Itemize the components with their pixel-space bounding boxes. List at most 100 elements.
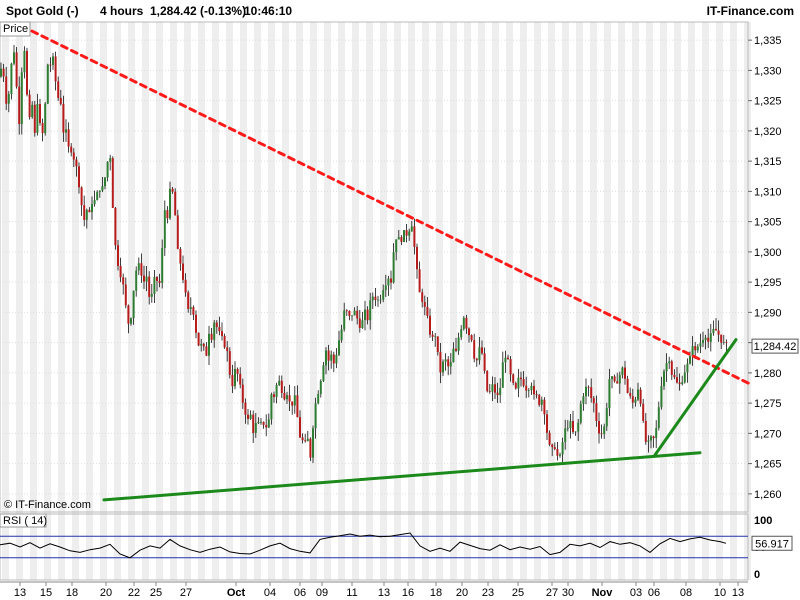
candle[interactable] bbox=[525, 376, 528, 398]
candle[interactable] bbox=[379, 294, 382, 304]
candle[interactable] bbox=[36, 93, 39, 136]
candle[interactable] bbox=[109, 154, 112, 171]
candle[interactable] bbox=[608, 368, 611, 417]
candle[interactable] bbox=[135, 266, 138, 297]
candle[interactable] bbox=[681, 375, 684, 386]
candle[interactable] bbox=[423, 295, 426, 316]
candle[interactable] bbox=[270, 392, 273, 425]
candle[interactable] bbox=[351, 315, 353, 321]
resistance-trendline[interactable] bbox=[30, 29, 754, 387]
candle[interactable] bbox=[475, 357, 478, 367]
candle[interactable] bbox=[366, 306, 369, 325]
candle[interactable] bbox=[7, 90, 10, 113]
candle[interactable] bbox=[65, 119, 67, 142]
candle[interactable] bbox=[83, 195, 86, 227]
candle[interactable] bbox=[241, 378, 244, 409]
candle[interactable] bbox=[400, 235, 403, 246]
candle[interactable] bbox=[452, 342, 455, 363]
candle[interactable] bbox=[587, 385, 590, 397]
candle[interactable] bbox=[309, 437, 312, 462]
candle[interactable] bbox=[153, 270, 156, 303]
candle[interactable] bbox=[626, 375, 629, 394]
candle[interactable] bbox=[652, 435, 655, 448]
candle[interactable] bbox=[91, 196, 93, 220]
candle[interactable] bbox=[137, 257, 140, 276]
candle[interactable] bbox=[247, 408, 249, 425]
candle[interactable] bbox=[46, 63, 49, 105]
candle[interactable] bbox=[673, 369, 676, 380]
rsi-line[interactable] bbox=[0, 532, 727, 559]
candle[interactable] bbox=[174, 188, 177, 216]
candle[interactable] bbox=[499, 378, 502, 403]
candle[interactable] bbox=[449, 353, 452, 375]
candle[interactable] bbox=[564, 419, 567, 450]
candle[interactable] bbox=[39, 98, 41, 126]
candle[interactable] bbox=[717, 320, 720, 342]
candle[interactable] bbox=[189, 297, 192, 316]
candle[interactable] bbox=[192, 305, 195, 321]
candle[interactable] bbox=[585, 378, 587, 405]
candle[interactable] bbox=[377, 295, 379, 307]
candle[interactable] bbox=[642, 398, 645, 423]
candle[interactable] bbox=[408, 228, 411, 241]
candle[interactable] bbox=[205, 342, 208, 357]
candle[interactable] bbox=[509, 356, 512, 382]
candle[interactable] bbox=[364, 300, 366, 331]
candle[interactable] bbox=[494, 377, 496, 399]
candle[interactable] bbox=[631, 388, 634, 409]
candle[interactable] bbox=[122, 273, 125, 295]
candle[interactable] bbox=[514, 381, 517, 390]
candle[interactable] bbox=[496, 382, 499, 403]
candle[interactable] bbox=[254, 412, 257, 438]
candle[interactable] bbox=[221, 322, 223, 341]
candle[interactable] bbox=[223, 333, 226, 349]
candle[interactable] bbox=[678, 373, 681, 391]
candle[interactable] bbox=[31, 101, 34, 119]
candle[interactable] bbox=[676, 366, 678, 384]
candle[interactable] bbox=[75, 156, 78, 177]
candle[interactable] bbox=[197, 332, 200, 347]
candle[interactable] bbox=[156, 276, 158, 292]
candle[interactable] bbox=[559, 452, 561, 458]
candle[interactable] bbox=[20, 67, 23, 135]
candle[interactable] bbox=[590, 378, 593, 403]
candle[interactable] bbox=[686, 358, 689, 383]
candle[interactable] bbox=[59, 89, 62, 106]
candle[interactable] bbox=[104, 176, 106, 190]
candle[interactable] bbox=[314, 397, 317, 439]
candle[interactable] bbox=[93, 190, 96, 207]
candle[interactable] bbox=[340, 324, 343, 343]
candle[interactable] bbox=[249, 410, 252, 420]
candle[interactable] bbox=[96, 190, 99, 201]
candle[interactable] bbox=[132, 290, 135, 325]
candle[interactable] bbox=[644, 413, 647, 445]
candle[interactable] bbox=[158, 273, 161, 288]
candle[interactable] bbox=[140, 253, 143, 283]
candle[interactable] bbox=[166, 206, 169, 224]
candle[interactable] bbox=[668, 356, 671, 369]
candle[interactable] bbox=[553, 442, 556, 451]
candle[interactable] bbox=[361, 311, 364, 329]
candle[interactable] bbox=[444, 353, 447, 371]
candle[interactable] bbox=[709, 323, 712, 352]
candle[interactable] bbox=[332, 351, 335, 372]
candle[interactable] bbox=[566, 420, 569, 432]
candle[interactable] bbox=[478, 337, 481, 365]
candle[interactable] bbox=[447, 356, 450, 376]
candle[interactable] bbox=[215, 320, 218, 334]
candle[interactable] bbox=[574, 431, 577, 436]
candle[interactable] bbox=[699, 333, 702, 354]
candle[interactable] bbox=[577, 418, 580, 441]
candle[interactable] bbox=[195, 310, 197, 339]
candle[interactable] bbox=[275, 382, 278, 404]
candle[interactable] bbox=[0, 62, 2, 78]
candle[interactable] bbox=[356, 305, 359, 325]
candle[interactable] bbox=[5, 66, 8, 111]
candle[interactable] bbox=[650, 435, 652, 449]
candle[interactable] bbox=[683, 364, 686, 384]
candle[interactable] bbox=[304, 433, 307, 443]
candle[interactable] bbox=[639, 387, 642, 407]
candle[interactable] bbox=[267, 413, 270, 428]
candle[interactable] bbox=[535, 390, 538, 399]
